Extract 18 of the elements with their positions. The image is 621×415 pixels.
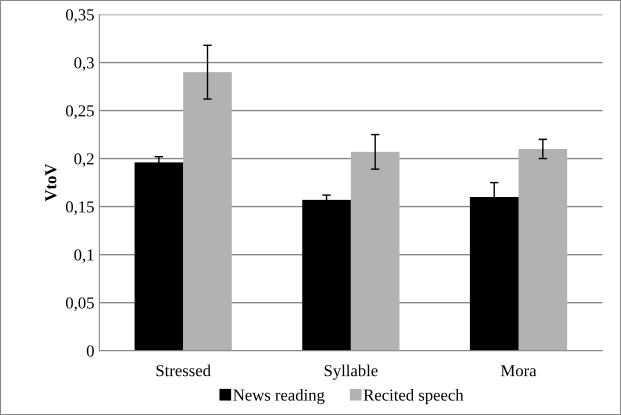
y-tick-label: 0,15 bbox=[66, 201, 94, 215]
legend-label: News reading bbox=[233, 388, 325, 404]
y-tick-label: 0,2 bbox=[74, 153, 94, 167]
x-tick-label: Syllable bbox=[324, 364, 378, 380]
y-axis-title: VtoV bbox=[45, 164, 56, 202]
y-tick-label: 0,3 bbox=[74, 57, 94, 71]
x-tick-label: Stressed bbox=[156, 364, 211, 376]
y-tick-label: 0,25 bbox=[66, 105, 94, 119]
y-tick-label: 0 bbox=[86, 345, 94, 357]
x-tick-label: Mora bbox=[500, 365, 536, 376]
bar bbox=[518, 148, 568, 351]
y-tick-label: 0,05 bbox=[66, 297, 94, 311]
legend-label: Recited speech bbox=[364, 388, 464, 404]
y-tick-label: 0,35 bbox=[66, 9, 94, 23]
bar bbox=[350, 152, 400, 351]
y-tick-label: 0,1 bbox=[74, 249, 94, 263]
bar bbox=[302, 200, 351, 351]
bar bbox=[183, 72, 232, 351]
